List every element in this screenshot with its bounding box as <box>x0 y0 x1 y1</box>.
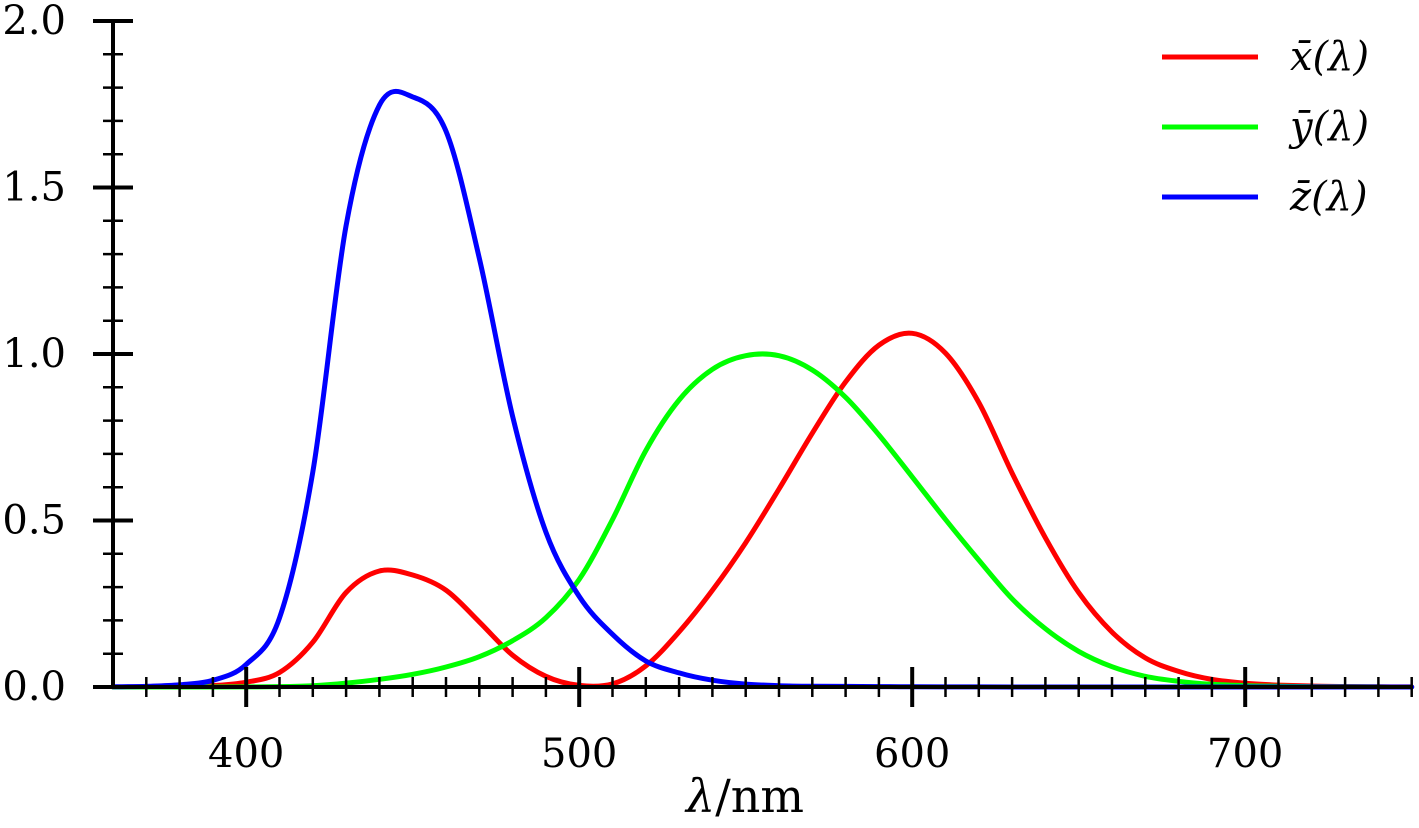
y-tick-label: 1.0 <box>2 331 66 377</box>
legend-label-1: x̄(λ) <box>1290 34 1369 80</box>
x-tick-label: 700 <box>1207 731 1283 777</box>
legend: x̄(λ) ȳ(λ) z̄(λ) <box>1162 34 1369 220</box>
series-line-2 <box>110 351 1415 690</box>
y-tick-label: 2.0 <box>2 0 66 44</box>
axes-layer: 400 500 600 700 0.0 0.5 1.0 1.5 2.0 <box>2 0 1413 777</box>
x-axis-title-unit: /nm <box>715 769 804 823</box>
x-axis-title-symbol: λ <box>684 769 715 823</box>
x-tick-label: 500 <box>541 731 617 777</box>
series-line-1 <box>110 330 1415 690</box>
legend-label-2: ȳ(λ) <box>1288 104 1369 150</box>
y-tick-label: 0.5 <box>2 498 66 544</box>
x-axis-title: λ/nm <box>684 769 804 823</box>
legend-label-3: z̄(λ) <box>1289 174 1368 220</box>
x-tick-label: 600 <box>874 731 950 777</box>
x-tick-label: 400 <box>208 731 284 777</box>
curves-layer <box>110 88 1415 690</box>
y-tick-label: 1.5 <box>2 165 66 211</box>
y-tick-label: 0.0 <box>2 664 66 710</box>
series-line-3 <box>110 88 1415 690</box>
